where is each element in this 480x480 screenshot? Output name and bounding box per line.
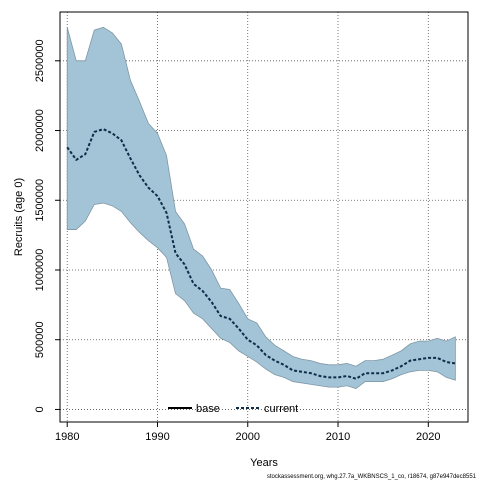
footer-note: stockassessment.org, whg.27.7a_WKBNSCS_1…	[267, 474, 477, 480]
confidence-band-layer	[66, 26, 456, 389]
confidence-band	[66, 26, 456, 389]
x-tick-label: 2010	[326, 431, 350, 443]
x-axis: 1980 1990 2000 2010 2020	[55, 422, 441, 443]
y-tick-label: 1500000	[34, 179, 46, 222]
y-tick-label: 2000000	[34, 109, 46, 152]
series-line-layer	[66, 128, 456, 380]
y-axis-title: Recruits (age 0)	[13, 178, 25, 256]
x-tick-label: 1980	[55, 431, 79, 443]
x-tick-label: 2020	[416, 431, 440, 443]
legend-label-base: base	[196, 403, 220, 415]
x-axis-title: Years	[250, 457, 278, 469]
y-tick-label: 0	[34, 406, 46, 412]
y-tick-label: 1000000	[34, 249, 46, 292]
y-tick-label: 500000	[34, 321, 46, 358]
x-tick-label: 1990	[145, 431, 169, 443]
y-tick-label: 2500000	[34, 39, 46, 82]
series-line-current	[66, 128, 456, 380]
y-axis: 0 500000 1000000 1500000 2000000 2500000	[34, 39, 60, 413]
legend: base current	[168, 403, 298, 415]
x-tick-label: 2000	[236, 431, 260, 443]
plot-frame	[59, 11, 469, 423]
legend-label-current: current	[264, 403, 298, 415]
